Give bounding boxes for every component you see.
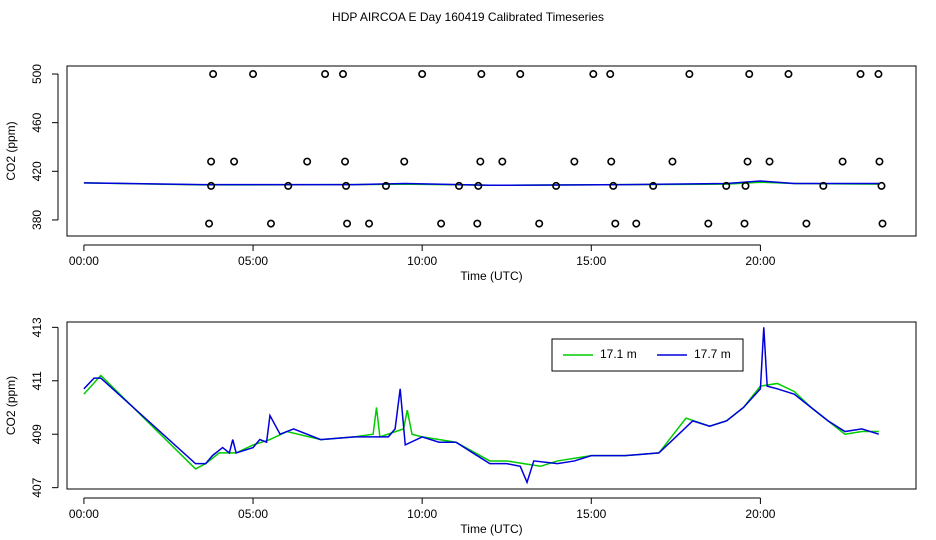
scatter-point	[455, 181, 464, 190]
scatter-point	[205, 219, 214, 228]
series-line	[83, 374, 879, 470]
x-tick-label: 10:00	[407, 254, 437, 268]
y-tick-label: 409	[30, 424, 44, 444]
y-tick-label: 407	[30, 477, 44, 497]
scatter-point	[339, 70, 348, 79]
scatter-point	[498, 157, 507, 166]
series-line	[83, 180, 879, 187]
scatter-point	[743, 157, 752, 166]
scatter-point	[207, 157, 216, 166]
x-tick-label: 15:00	[576, 254, 606, 268]
x-tick-label: 05:00	[238, 254, 268, 268]
x-tick-label: 20:00	[745, 507, 775, 521]
scatter-point	[745, 70, 754, 79]
scatter-point	[875, 157, 884, 166]
x-tick-label: 05:00	[238, 507, 268, 521]
x-tick-label: 15:00	[576, 507, 606, 521]
scatter-point	[819, 181, 828, 190]
y-axis-label: CO2 (ppm)	[4, 376, 18, 435]
scatter-point	[649, 181, 658, 190]
scatter-point	[874, 70, 883, 79]
scatter-point	[741, 181, 750, 190]
y-axis-label: CO2 (ppm)	[4, 121, 18, 180]
scatter-point	[474, 181, 483, 190]
y-tick-label: 500	[30, 64, 44, 84]
scatter-point	[284, 181, 293, 190]
scatter-point	[740, 219, 749, 228]
page-title: HDP AIRCOA E Day 160419 Calibrated Times…	[332, 10, 604, 24]
legend-label: 17.7 m	[694, 347, 731, 361]
series-line	[83, 327, 880, 485]
scatter-point	[589, 70, 598, 79]
scatter-point	[381, 181, 390, 190]
scatter-point	[611, 219, 620, 228]
scatter-point	[342, 181, 351, 190]
scatter-point	[343, 219, 352, 228]
legend-label: 17.1 m	[600, 347, 637, 361]
scatter-point	[341, 157, 350, 166]
scatter-point	[477, 70, 486, 79]
scatter-point	[473, 219, 482, 228]
scatter-point	[878, 219, 887, 228]
x-axis-label: Time (UTC)	[460, 269, 522, 283]
scatter-point	[418, 70, 427, 79]
plot-frame	[66, 65, 917, 237]
scatter-point	[607, 157, 616, 166]
scatter-point	[535, 219, 544, 228]
scatter-point	[802, 219, 811, 228]
scatter-point	[230, 157, 239, 166]
y-tick-label: 411	[30, 371, 44, 390]
x-tick-label: 20:00	[745, 254, 775, 268]
scatter-point	[365, 219, 374, 228]
scatter-point	[552, 181, 561, 190]
scatter-point	[784, 70, 793, 79]
scatter-point	[877, 181, 886, 190]
scatter-point	[765, 157, 774, 166]
scatter-point	[838, 157, 847, 166]
plot-frame	[66, 321, 917, 490]
y-tick-label: 420	[30, 161, 44, 181]
scatter-point	[400, 157, 409, 166]
scatter-point	[668, 157, 677, 166]
y-tick-label: 460	[30, 112, 44, 132]
scatter-point	[516, 70, 525, 79]
scatter-point	[207, 181, 216, 190]
scatter-point	[570, 157, 579, 166]
scatter-point	[685, 70, 694, 79]
x-tick-label: 00:00	[69, 254, 99, 268]
scatter-point	[606, 70, 615, 79]
x-tick-label: 00:00	[69, 507, 99, 521]
y-tick-label: 380	[30, 210, 44, 230]
x-tick-label: 10:00	[407, 507, 437, 521]
scatter-point	[249, 70, 258, 79]
x-axis-label: Time (UTC)	[460, 522, 522, 536]
scatter-point	[303, 157, 312, 166]
scatter-point	[704, 219, 713, 228]
scatter-point	[437, 219, 446, 228]
y-tick-label: 413	[30, 317, 44, 337]
scatter-point	[722, 181, 731, 190]
scatter-point	[856, 70, 865, 79]
scatter-point	[321, 70, 330, 79]
scatter-point	[476, 157, 485, 166]
scatter-point	[632, 219, 641, 228]
scatter-point	[609, 181, 618, 190]
scatter-point	[209, 70, 218, 79]
scatter-point	[266, 219, 275, 228]
